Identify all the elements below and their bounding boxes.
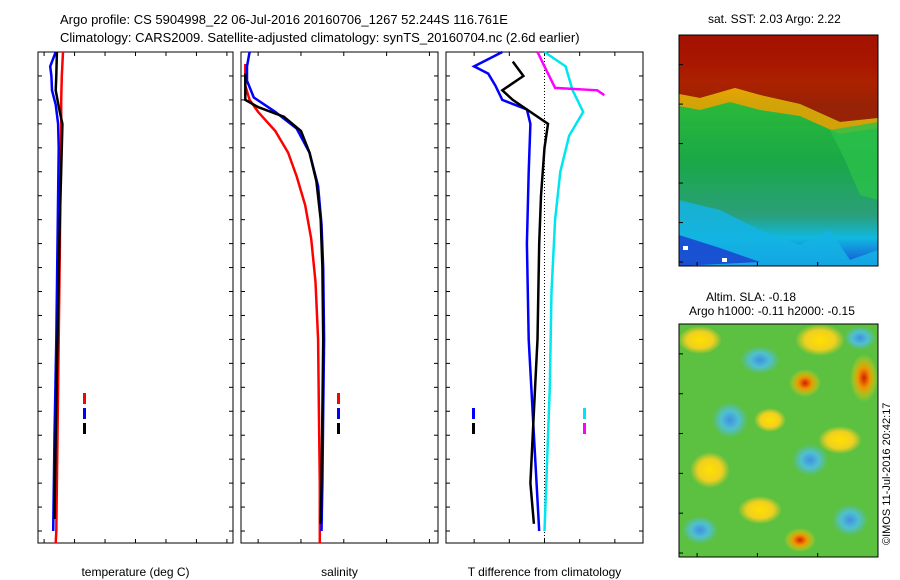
temperature-legend-swatch <box>83 393 86 404</box>
difference-series-3 <box>536 51 606 97</box>
sla-heatmap <box>679 324 878 557</box>
sst-map-axes <box>678 34 879 267</box>
salinity-legend-swatch <box>337 423 340 434</box>
temperature-legend-swatch <box>83 408 86 419</box>
temperature-x-axis-label: temperature (deg C) <box>81 565 189 579</box>
difference-panel: T difference from climatology <box>445 50 644 579</box>
credit-stamp: ©IMOS 11-Jul-2016 20:42:17 <box>881 403 893 545</box>
difference-legend-swatch <box>583 423 586 434</box>
header-line-1: Argo profile: CS 5904998_22 06-Jul-2016 … <box>60 12 508 27</box>
salinity-legend-swatch <box>337 393 340 404</box>
difference-series-2 <box>543 50 585 532</box>
difference-series-0 <box>471 50 541 532</box>
difference-legend-swatch <box>583 408 586 419</box>
sst_map-frame <box>678 34 879 267</box>
temperature-series-2 <box>53 51 64 520</box>
salinity-series-0 <box>244 64 322 543</box>
sla-map-axes <box>678 323 879 558</box>
difference-legend-swatch <box>472 423 475 434</box>
difference-x-axis-label: T difference from climatology <box>468 565 622 579</box>
difference-legend-swatch <box>472 408 475 419</box>
sst-map-title: sat. SST: 2.03 Argo: 2.22 <box>708 12 841 26</box>
salinity-axes-frame <box>240 51 439 544</box>
sla-map-subtitle: Argo h1000: -0.11 h2000: -0.15 <box>689 304 855 318</box>
temperature-axes-frame <box>37 51 234 544</box>
salinity-panel: salinity <box>240 51 439 579</box>
sla-map-title: Altim. SLA: -0.18 <box>706 290 796 304</box>
header-line-2: Climatology: CARS2009. Satellite-adjuste… <box>60 30 580 45</box>
salinity-legend-swatch <box>337 408 340 419</box>
sst-heatmap <box>679 35 878 266</box>
salinity-series-2 <box>244 73 325 524</box>
salinity-series-1 <box>245 51 326 532</box>
sla_map-frame <box>678 323 879 558</box>
temperature-panel: temperature (deg C) <box>37 51 234 579</box>
salinity-x-axis-label: salinity <box>321 565 358 579</box>
difference-series-1 <box>500 60 550 524</box>
temperature-legend-swatch <box>83 423 86 434</box>
